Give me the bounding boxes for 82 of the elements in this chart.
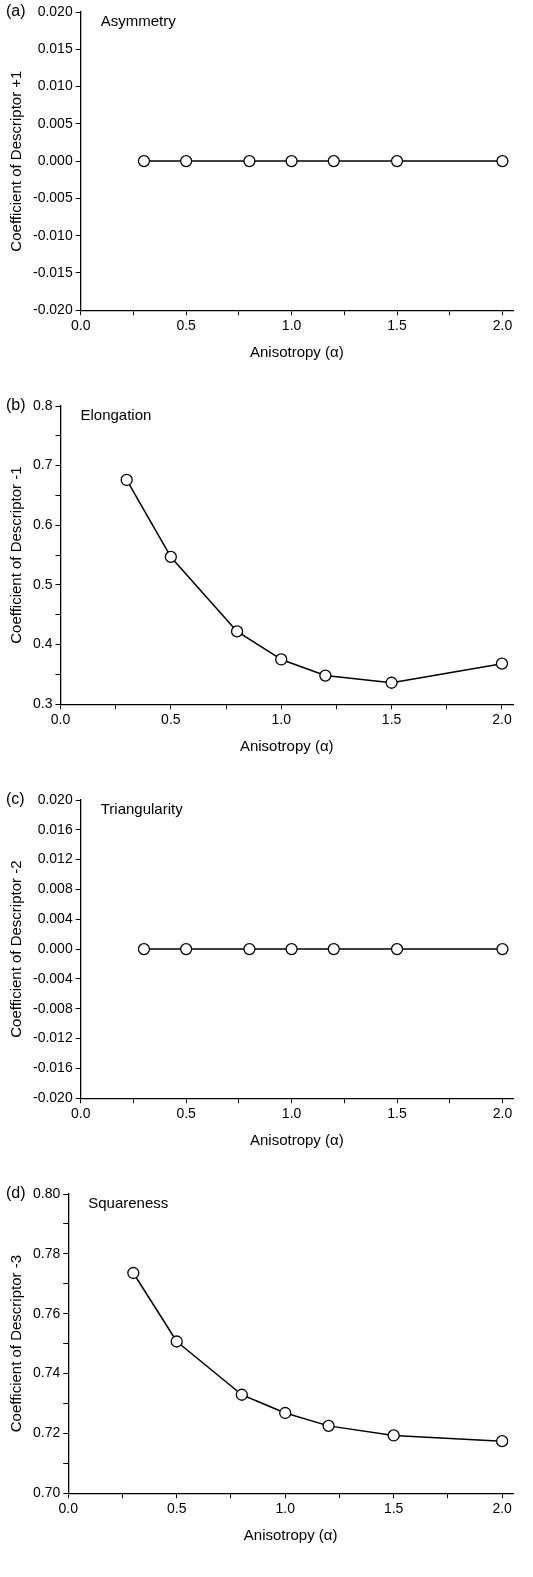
y-tick-label: 0.8 (32, 396, 53, 413)
y-axis-title: Coefficient of Descriptor +1 (7, 70, 25, 252)
y-tick-label: -0.015 (32, 263, 73, 280)
x-tick-label: 0.0 (58, 1500, 79, 1517)
chart-title: (b) (6, 396, 26, 414)
y-tick-label: 0.6 (32, 516, 53, 533)
x-tick-label: 2.0 (492, 1105, 513, 1122)
x-tick-label: 2.0 (492, 711, 512, 728)
point (385, 676, 398, 689)
point (275, 653, 288, 666)
chart-subtitle: Elongation (80, 405, 152, 423)
x-tick-label: 0.0 (70, 1105, 91, 1122)
y-tick-label: 0.015 (37, 40, 73, 57)
y-axis-title: Coefficient of Descriptor -1 (7, 466, 25, 644)
point (496, 1434, 509, 1448)
point (170, 1335, 183, 1348)
y-tick-label: 0.78 (33, 1244, 61, 1261)
y-tick-label: 0.76 (33, 1304, 61, 1321)
y-tick-label: 0.3 (32, 695, 53, 712)
x-tick-label: 0.5 (176, 317, 197, 334)
y-tick-label: 0.74 (33, 1364, 61, 1381)
y-tick-label: 0.020 (37, 2, 73, 19)
chart-subtitle: Squareness (88, 1193, 169, 1211)
y-tick-label: 0.016 (37, 820, 73, 837)
x-axis-title: Anisotropy (α) (239, 737, 334, 755)
y-tick-label: 0.80 (33, 1184, 61, 1201)
y-tick-label: -0.004 (32, 969, 73, 986)
y-tick-label: 0.020 (37, 790, 73, 807)
y-tick-label: -0.005 (32, 189, 73, 206)
x-tick-label: 0.5 (161, 711, 181, 728)
chart-title: (c) (6, 790, 25, 808)
x-tick-label: 0.0 (70, 317, 91, 334)
chart-subtitle: Asymmetry (100, 11, 177, 29)
y-tick-label: -0.020 (32, 301, 73, 318)
x-tick-label: 1.0 (281, 1105, 302, 1122)
y-tick-label: -0.020 (32, 1089, 73, 1106)
x-tick-label: 1.0 (281, 317, 302, 334)
x-axis-title: Anisotropy (α) (250, 1131, 344, 1149)
point (230, 625, 244, 638)
point (279, 1406, 292, 1420)
y-tick-label: 0.008 (37, 880, 73, 897)
y-tick-label: -0.010 (32, 226, 73, 243)
x-tick-label: 2.0 (492, 1500, 513, 1517)
y-tick-label: 0.70 (33, 1484, 61, 1501)
y-tick-label: 0.7 (32, 456, 53, 473)
x-tick-label: 1.0 (275, 1500, 296, 1517)
x-tick-label: 1.5 (387, 317, 407, 334)
y-tick-label: 0.005 (37, 114, 73, 131)
y-tick-label: -0.016 (32, 1059, 73, 1076)
y-tick-label: 0.4 (32, 635, 53, 652)
point (120, 473, 133, 487)
y-tick-label: -0.008 (32, 999, 73, 1016)
point (319, 669, 332, 682)
x-tick-label: 1.0 (271, 711, 292, 728)
y-tick-label: 0.012 (37, 850, 73, 867)
x-tick-label: 0.0 (50, 711, 71, 728)
y-tick-label: -0.012 (32, 1029, 73, 1046)
x-tick-label: 2.0 (492, 317, 513, 334)
chart-title: (d) (6, 1184, 26, 1202)
point (235, 1388, 248, 1401)
x-tick-label: 1.5 (383, 1500, 404, 1517)
chart-subtitle: Triangularity (100, 799, 184, 817)
x-tick-label: 0.5 (176, 1105, 197, 1122)
y-tick-label: 0.010 (37, 77, 73, 94)
point (495, 657, 509, 670)
y-tick-label: 0.72 (33, 1424, 61, 1441)
point (387, 1429, 400, 1442)
y-tick-label: 0.004 (37, 910, 73, 927)
point (322, 1419, 335, 1433)
y-tick-label: 0.000 (37, 939, 73, 956)
point (127, 1266, 140, 1280)
x-tick-label: 1.5 (387, 1105, 407, 1122)
x-axis-title: Anisotropy (α) (250, 343, 344, 361)
x-axis-title: Anisotropy (α) (243, 1526, 338, 1544)
y-axis-title: Coefficient of Descriptor -3 (7, 1254, 25, 1433)
y-tick-label: 0.000 (37, 151, 73, 168)
point (164, 550, 177, 564)
y-tick-label: 0.5 (32, 575, 53, 592)
chart-title: (a) (6, 2, 26, 20)
x-tick-label: 1.5 (381, 711, 402, 728)
x-tick-label: 0.5 (166, 1500, 187, 1517)
y-axis-title: Coefficient of Descriptor -2 (7, 860, 25, 1038)
